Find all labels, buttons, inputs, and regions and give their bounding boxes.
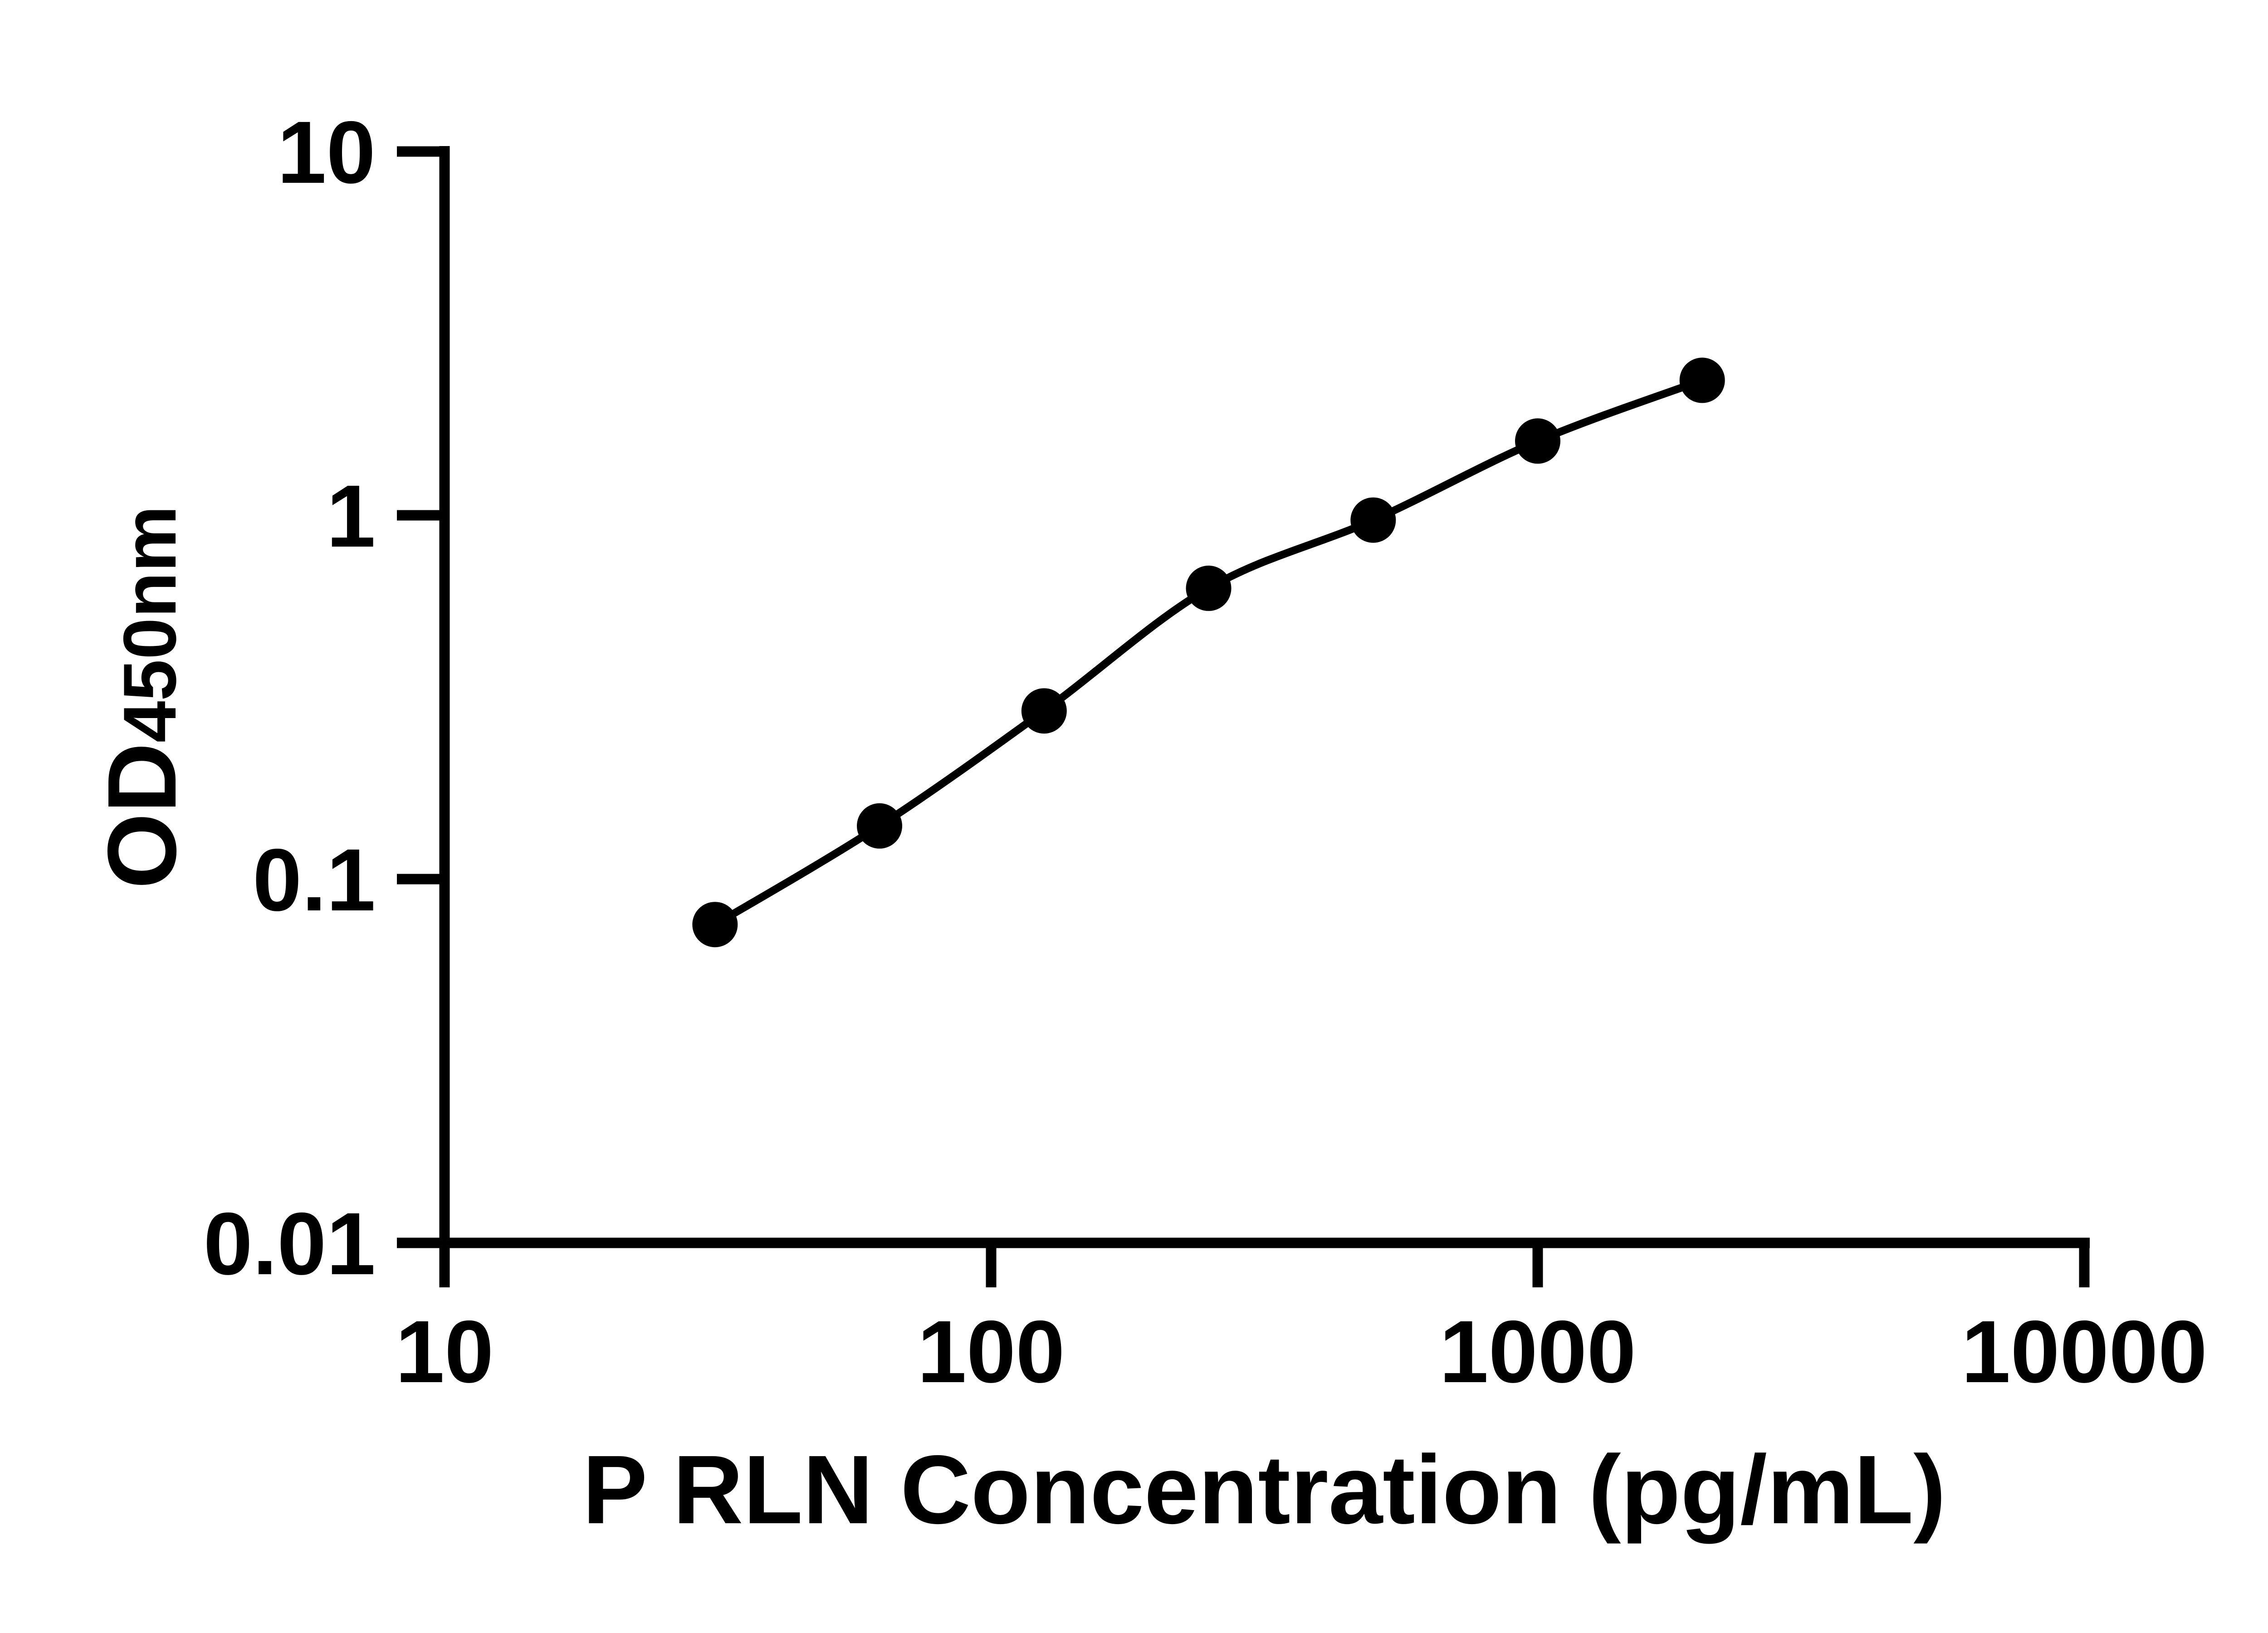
y-tick-label: 0.01 xyxy=(203,1194,376,1293)
y-tick-label: 0.1 xyxy=(253,831,376,929)
data-point xyxy=(1350,497,1396,543)
data-point xyxy=(857,803,902,849)
y-axis-title: OD450nm xyxy=(87,505,196,889)
y-tick-label: 10 xyxy=(277,103,376,202)
x-axis-title: P RLN Concentration (pg/mL) xyxy=(582,1435,1946,1544)
data-point xyxy=(1679,357,1725,403)
y-tick-label: 1 xyxy=(327,467,376,566)
x-tick-label: 10 xyxy=(396,1302,494,1401)
x-axis: 10 100 1000 10000 xyxy=(396,1237,2207,1401)
data-points xyxy=(692,357,1725,948)
x-tick-label: 100 xyxy=(917,1302,1065,1401)
data-point xyxy=(1186,565,1232,611)
y-axis-title-main: OD xyxy=(87,743,196,889)
x-tick-label: 10000 xyxy=(1961,1302,2207,1401)
x-tick-label: 1000 xyxy=(1439,1302,1636,1401)
y-axis-title-subscript: 450nm xyxy=(108,505,191,743)
data-point xyxy=(1021,688,1067,734)
data-point xyxy=(1515,418,1560,464)
data-point xyxy=(692,902,738,948)
